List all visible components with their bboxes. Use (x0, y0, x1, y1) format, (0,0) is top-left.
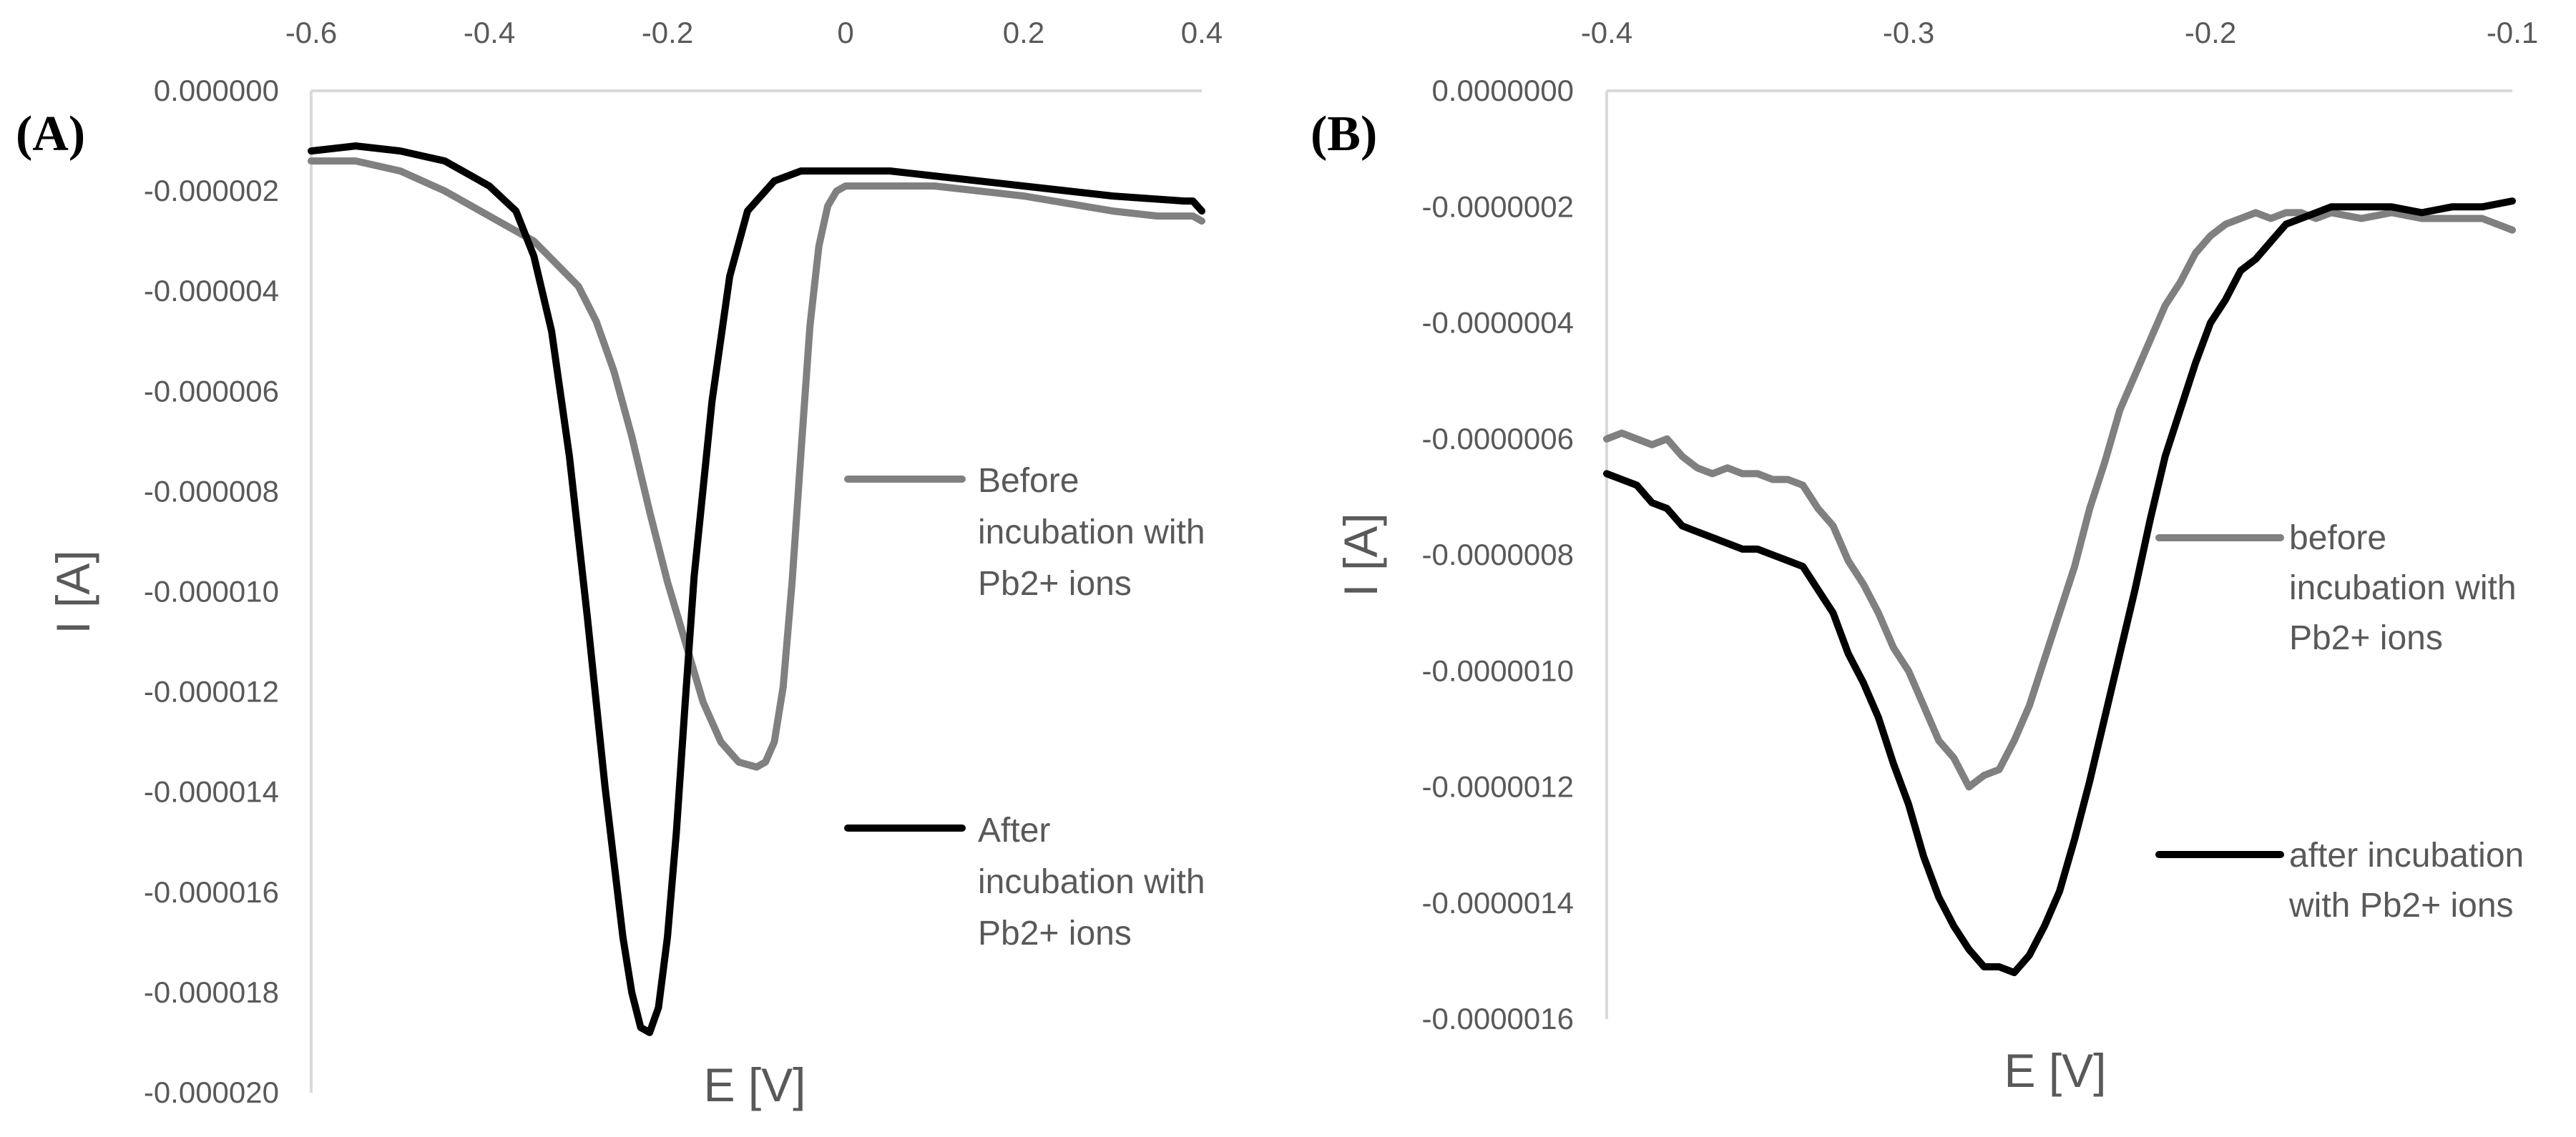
panel-label: (A) (16, 107, 85, 162)
legend-label-line: Before (978, 462, 1079, 500)
series-line-after (1603, 197, 2516, 977)
x-tick-label: -0.3 (1883, 16, 1934, 49)
x-tick-label: -0.4 (1581, 16, 1632, 49)
legend-label-line: incubation with (978, 513, 1205, 551)
y-tick-label: -0.000006 (144, 374, 279, 408)
legend-label-after: after incubation with Pb2+ ions (2288, 837, 2524, 925)
y-tick-label: -0.0000008 (1421, 538, 1574, 571)
y-tick-label: -0.0000010 (1421, 654, 1574, 687)
legend-label-before: before incubation with Pb2+ ions (2289, 519, 2517, 657)
y-tick-label: -0.000014 (144, 775, 279, 809)
legend-label-line: incubation with (2289, 569, 2517, 607)
x-axis-title: E [V] (703, 1058, 805, 1111)
y-tick-label: 0.000000 (154, 74, 279, 107)
y-axis-title: I [A] (1334, 513, 1387, 596)
y-tick-label: -0.000008 (144, 474, 279, 508)
x-tick-label: -0.2 (642, 16, 693, 49)
series-line-before (1603, 209, 2516, 791)
x-tick-label: -0.6 (285, 16, 337, 49)
series-line-before (308, 157, 1205, 771)
x-tick-label: 0.4 (1181, 16, 1223, 49)
y-tick-label: -0.000010 (144, 575, 279, 609)
y-tick-label: -0.000002 (144, 174, 279, 207)
x-axis-title: E [V] (2004, 1044, 2106, 1097)
legend-label-line: Pb2+ ions (2289, 619, 2443, 657)
legend-label-line: After (978, 812, 1050, 850)
y-tick-label: -0.0000016 (1421, 1002, 1574, 1035)
legend-label-after: After incubation with Pb2+ ions (978, 812, 1205, 953)
y-axis-title: I [A] (46, 550, 99, 634)
y-tick-label: -0.0000004 (1421, 306, 1574, 340)
y-tick-label: -0.0000014 (1421, 886, 1574, 920)
y-tick-label: 0.0000000 (1431, 74, 1574, 107)
y-tick-label: -0.0000002 (1421, 190, 1574, 223)
panel-label: (B) (1311, 107, 1377, 162)
legend-label-line: before (2289, 519, 2386, 557)
legend-entry-before: Before incubation with Pb2+ ions (844, 462, 1205, 603)
y-tick-label: -0.000018 (144, 975, 279, 1009)
legend-label-line: after incubation (2289, 837, 2524, 875)
legend-entry-before: before incubation with Pb2+ ions (2155, 519, 2517, 657)
y-tick-label: -0.000016 (144, 875, 279, 909)
x-tick-label: 0.2 (1003, 16, 1044, 49)
y-tick-label: -0.000012 (144, 675, 279, 709)
x-tick-label: -0.2 (2185, 16, 2236, 49)
x-tick-label: -0.4 (464, 16, 515, 49)
panel-b: (B) -0.4 -0.3 -0.2 -0.1 0.0000000 -0.0000002 -0… (1311, 16, 2538, 1097)
legend-entry-after: after incubation with Pb2+ ions (2155, 837, 2524, 925)
y-tick-label: -0.000004 (144, 274, 279, 307)
y-tick-label: -0.0000012 (1421, 770, 1574, 804)
y-tick-label: -0.0000006 (1421, 422, 1574, 456)
legend-label-line: with Pb2+ ions (2288, 887, 2514, 925)
legend-label-before: Before incubation with Pb2+ ions (978, 462, 1205, 603)
legend-entry-after: After incubation with Pb2+ ions (844, 812, 1205, 953)
legend-label-line: incubation with (978, 863, 1205, 901)
x-tick-label: 0 (837, 16, 853, 49)
legend-label-line: Pb2+ ions (978, 565, 1132, 603)
panel-a: (A) -0.6 -0.4 -0.2 0 0.2 0.4 0.000000 -0.000002 -… (16, 16, 1223, 1111)
x-tick-label: -0.1 (2487, 16, 2538, 49)
series-line-after (308, 142, 1205, 1036)
legend-label-line: Pb2+ ions (978, 915, 1132, 953)
y-tick-label: -0.000020 (144, 1076, 279, 1109)
